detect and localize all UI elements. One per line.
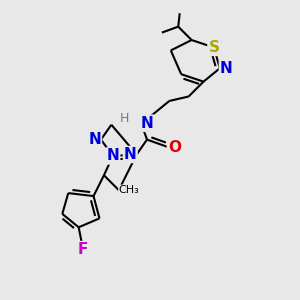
Text: S: S (208, 40, 219, 55)
Text: N: N (141, 116, 154, 131)
Text: CH₃: CH₃ (119, 185, 140, 195)
Text: N: N (124, 147, 136, 162)
Text: O: O (168, 140, 181, 154)
Text: N: N (88, 132, 101, 147)
Text: H: H (120, 112, 129, 125)
Text: N: N (106, 148, 119, 164)
Text: F: F (78, 242, 88, 257)
Text: N: N (220, 61, 233, 76)
